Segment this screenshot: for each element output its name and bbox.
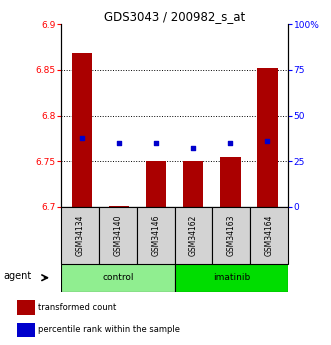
FancyBboxPatch shape [213,207,250,264]
Text: GSM34140: GSM34140 [114,215,122,256]
FancyBboxPatch shape [137,207,175,264]
Text: transformed count: transformed count [38,303,116,312]
FancyBboxPatch shape [61,264,175,292]
Point [265,138,270,144]
Text: GSM34146: GSM34146 [151,215,160,256]
Bar [257,68,278,207]
FancyBboxPatch shape [175,207,213,264]
FancyBboxPatch shape [175,264,288,292]
FancyBboxPatch shape [250,207,288,264]
Bar [71,53,92,207]
Point [153,140,159,146]
Bar [183,161,203,207]
FancyBboxPatch shape [61,207,99,264]
Text: GSM34164: GSM34164 [264,215,274,256]
Text: imatinib: imatinib [213,273,250,282]
Bar [146,161,166,207]
Text: control: control [102,273,134,282]
Title: GDS3043 / 200982_s_at: GDS3043 / 200982_s_at [104,10,245,23]
Point [79,135,84,140]
Text: GSM34162: GSM34162 [189,215,198,256]
Point [228,140,233,146]
Bar [17,300,35,315]
Bar [109,206,129,207]
Text: percentile rank within the sample: percentile rank within the sample [38,325,180,334]
FancyBboxPatch shape [99,207,137,264]
Point [191,146,196,151]
Bar [17,323,35,337]
Point [116,140,121,146]
Text: GSM34163: GSM34163 [227,215,236,256]
Bar [220,157,241,207]
Text: GSM34134: GSM34134 [75,215,85,256]
Text: agent: agent [3,272,31,281]
